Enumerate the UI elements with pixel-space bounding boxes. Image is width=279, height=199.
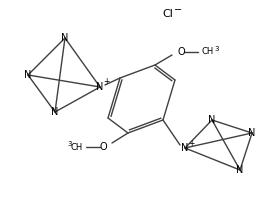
Text: N: N (61, 33, 69, 43)
Text: +: + (103, 77, 109, 87)
Text: +: + (188, 139, 194, 147)
Text: N: N (236, 165, 244, 175)
Text: −: − (174, 5, 182, 15)
Text: Cl: Cl (163, 9, 174, 19)
Text: CH: CH (71, 142, 83, 151)
Text: N: N (181, 143, 189, 153)
Text: N: N (51, 107, 59, 117)
Text: N: N (96, 82, 104, 92)
Text: N: N (24, 70, 32, 80)
Text: 3: 3 (214, 46, 218, 52)
Text: N: N (208, 115, 216, 125)
Text: O: O (99, 142, 107, 152)
Text: N: N (248, 128, 256, 138)
Text: 3: 3 (68, 141, 72, 147)
Text: CH: CH (201, 48, 213, 57)
Text: O: O (178, 47, 186, 57)
